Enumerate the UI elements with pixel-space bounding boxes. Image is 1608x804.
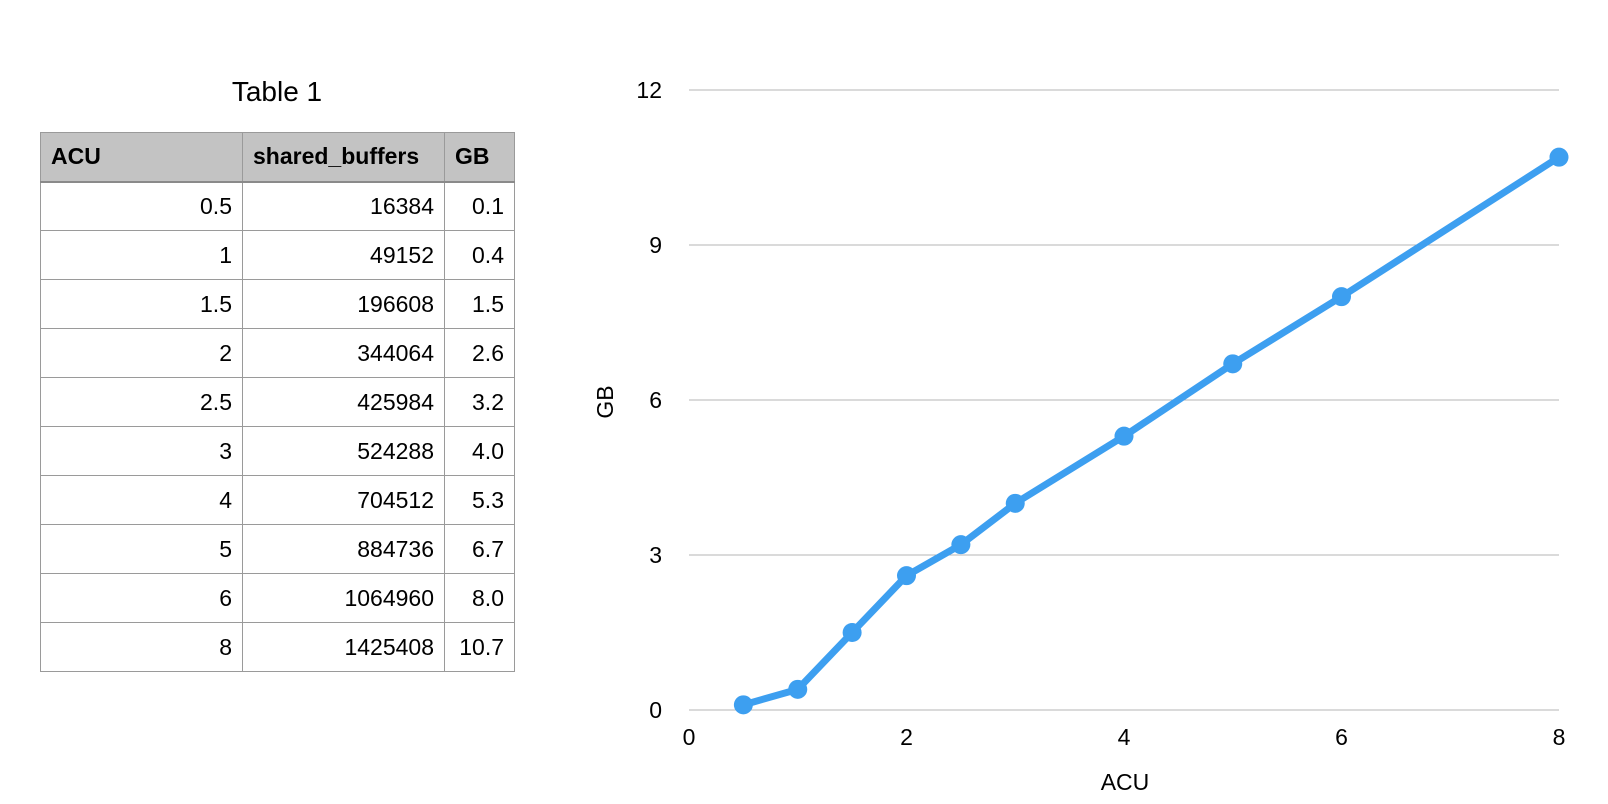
series-line: [739, 153, 1563, 709]
cell-acu: 6: [40, 573, 243, 623]
x-axis-title: ACU: [1101, 769, 1150, 795]
table-row: 5 884736 6.7: [40, 524, 515, 574]
cell-gb: 1.5: [444, 279, 515, 329]
data-point: [1549, 147, 1569, 167]
data-table: ACU shared_buffers GB 0.5 16384 0.1 1 49152 0…: [40, 132, 515, 672]
table-row: 4 704512 5.3: [40, 475, 515, 525]
data-point: [788, 679, 808, 699]
series-layer: [733, 147, 1569, 715]
cell-gb: 3.2: [444, 377, 515, 427]
table-row: 8 1425408 10.7: [40, 622, 515, 672]
cell-gb: 10.7: [444, 622, 515, 672]
y-tick-label: 9: [649, 232, 662, 258]
data-point: [733, 695, 753, 715]
cell-gb: 2.6: [444, 328, 515, 378]
axis-ticks: 0 3 6 9 12 0 2 4 6 8: [636, 77, 1565, 750]
cell-shared-buffers: 884736: [242, 524, 445, 574]
cell-acu: 4: [40, 475, 243, 525]
cell-shared-buffers: 425984: [242, 377, 445, 427]
cell-gb: 5.3: [444, 475, 515, 525]
table-body: 0.5 16384 0.1 1 49152 0.4 1.5 196608 1.5 2 344064 2…: [40, 181, 515, 672]
data-point: [842, 623, 862, 642]
table-header-row: ACU shared_buffers GB: [40, 132, 515, 183]
cell-acu: 2: [40, 328, 243, 378]
x-tick-label: 8: [1553, 724, 1566, 750]
y-axis-title: GB: [592, 385, 618, 418]
data-point: [1114, 426, 1134, 446]
x-tick-label: 4: [1118, 724, 1131, 750]
x-tick-label: 2: [900, 724, 913, 750]
cell-shared-buffers: 704512: [242, 475, 445, 525]
y-tick-label: 0: [649, 697, 662, 723]
data-point: [1332, 287, 1351, 307]
table-row: 1.5 196608 1.5: [40, 279, 515, 329]
grid-lines: [689, 89, 1559, 711]
cell-acu: 1.5: [40, 279, 243, 329]
cell-acu: 5: [40, 524, 243, 574]
cell-shared-buffers: 344064: [242, 328, 445, 378]
table-title: Table 1: [231, 76, 323, 107]
cell-acu: 2.5: [40, 377, 243, 427]
cell-shared-buffers: 16384: [242, 181, 445, 231]
x-tick-label: 0: [683, 724, 696, 750]
cell-shared-buffers: 1064960: [242, 573, 445, 623]
cell-shared-buffers: 49152: [242, 230, 445, 280]
data-point: [951, 535, 971, 555]
header-shared-buffers: shared_buffers: [242, 132, 445, 183]
header-acu: ACU: [40, 132, 243, 183]
data-point: [897, 566, 916, 586]
cell-shared-buffers: 524288: [242, 426, 445, 476]
cell-shared-buffers: 1425408: [242, 622, 445, 672]
cell-gb: 8.0: [444, 573, 515, 623]
table-row: 2.5 425984 3.2: [40, 377, 515, 427]
data-point: [1005, 493, 1025, 513]
data-point: [1223, 354, 1243, 374]
y-tick-label: 3: [649, 542, 662, 568]
cell-acu: 1: [40, 230, 243, 280]
table-row: 0.5 16384 0.1: [40, 181, 515, 231]
x-tick-label: 6: [1335, 724, 1348, 750]
cell-shared-buffers: 196608: [242, 279, 445, 329]
y-tick-label: 12: [636, 77, 662, 103]
header-gb: GB: [444, 132, 515, 183]
table-row: 6 1064960 8.0: [40, 573, 515, 623]
y-tick-label: 6: [649, 387, 662, 413]
table-row: 1 49152 0.4: [40, 230, 515, 280]
table-row: 2 344064 2.6: [40, 328, 515, 378]
cell-acu: 0.5: [40, 181, 243, 231]
cell-gb: 4.0: [444, 426, 515, 476]
